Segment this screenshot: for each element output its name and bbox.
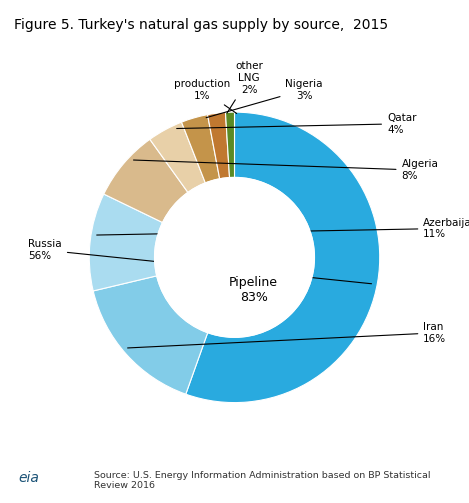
Text: Iran
16%: Iran 16% <box>128 322 446 348</box>
Wedge shape <box>208 112 229 179</box>
Wedge shape <box>171 185 234 258</box>
Text: Nigeria
3%: Nigeria 3% <box>206 79 323 118</box>
Wedge shape <box>186 112 380 402</box>
Text: Figure 5. Turkey's natural gas supply by source,  2015: Figure 5. Turkey's natural gas supply by… <box>14 18 388 32</box>
Text: production
1%: production 1% <box>174 79 237 114</box>
Text: Source: U.S. Energy Information Administration based on BP Statistical
Review 20: Source: U.S. Energy Information Administ… <box>94 471 430 490</box>
Text: Algeria
8%: Algeria 8% <box>134 159 439 181</box>
Text: Russia
56%: Russia 56% <box>28 239 371 284</box>
Wedge shape <box>93 276 208 394</box>
Text: LNG
16%: LNG 16% <box>195 201 223 229</box>
Text: Qatar
4%: Qatar 4% <box>177 113 416 134</box>
Circle shape <box>155 178 314 337</box>
Text: other
LNG
2%: other LNG 2% <box>227 61 263 113</box>
Text: eia: eia <box>19 471 40 485</box>
Wedge shape <box>150 122 205 193</box>
Wedge shape <box>104 139 188 222</box>
Text: Azerbaijan
11%: Azerbaijan 11% <box>97 217 469 239</box>
Text: Pipeline
83%: Pipeline 83% <box>229 276 278 304</box>
Wedge shape <box>89 194 163 291</box>
Wedge shape <box>162 185 307 330</box>
Wedge shape <box>182 115 219 183</box>
Wedge shape <box>226 112 234 178</box>
